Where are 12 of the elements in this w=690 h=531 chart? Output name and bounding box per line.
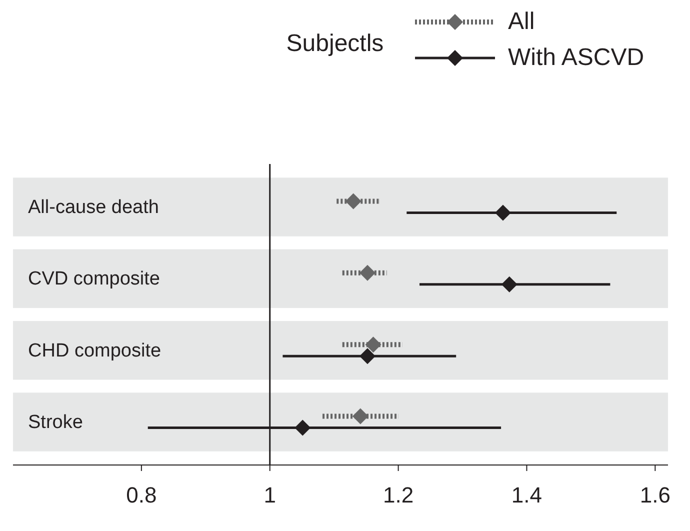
y-tick-label: CHD composite (28, 340, 162, 362)
x-tick-label: 1.2 (382, 482, 414, 508)
x-tick-label: 1.6 (640, 482, 670, 508)
chart-title: Subjectls (285, 30, 385, 58)
y-tick-label: All-cause death (28, 197, 159, 218)
y-tick-label: CVD composite (28, 268, 160, 290)
legend-label: All (508, 8, 535, 36)
x-tick-label: 1 (264, 482, 276, 508)
x-tick-label: 0.8 (126, 482, 157, 508)
x-tick-label: 1.4 (511, 482, 542, 508)
legend-label: With ASCVD (508, 44, 644, 72)
y-tick-label: Stroke (28, 412, 83, 433)
